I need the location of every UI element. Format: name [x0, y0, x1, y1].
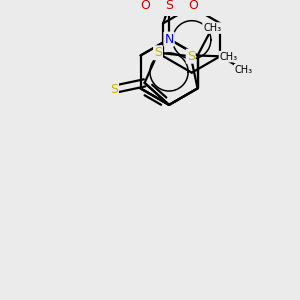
Text: S: S	[154, 46, 162, 59]
Text: CH₃: CH₃	[235, 65, 253, 75]
Text: S: S	[187, 50, 195, 63]
Text: S: S	[110, 83, 118, 96]
Text: O: O	[140, 0, 150, 12]
Text: CH₃: CH₃	[203, 23, 221, 33]
Text: O: O	[188, 0, 198, 12]
Text: CH₃: CH₃	[220, 52, 238, 61]
Text: S: S	[165, 0, 173, 12]
Text: N: N	[164, 32, 174, 46]
